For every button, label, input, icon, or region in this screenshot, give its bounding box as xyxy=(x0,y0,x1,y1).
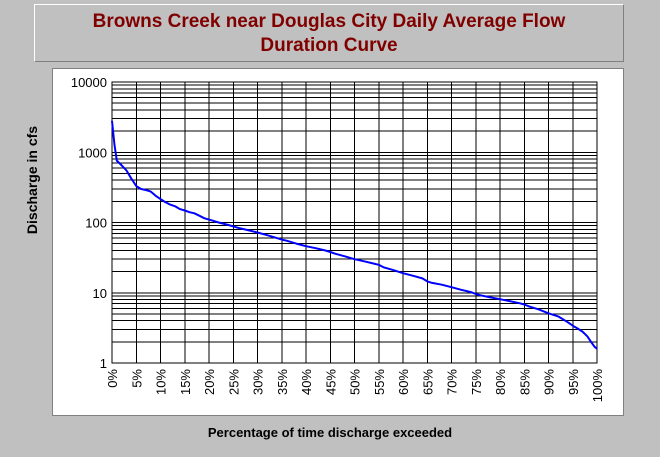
chart-title-box: Browns Creek near Douglas City Daily Ave… xyxy=(34,4,624,62)
y-tick-label: 100 xyxy=(85,216,107,231)
y-tick-label: 10 xyxy=(93,286,107,301)
chart-title-line-1: Browns Creek near Douglas City Daily Ave… xyxy=(92,11,566,32)
plot-border xyxy=(111,81,598,364)
plot-area-frame xyxy=(52,68,624,416)
x-tick-label: 50% xyxy=(348,369,363,395)
flow-duration-line xyxy=(111,120,598,350)
x-axis-label: Percentage of time discharge exceeded xyxy=(207,425,453,440)
x-tick-label: 35% xyxy=(275,369,290,395)
x-tick-label: 60% xyxy=(396,369,411,395)
x-tick-label: 15% xyxy=(178,369,193,395)
x-tick-label: 0% xyxy=(105,369,120,388)
x-tick-label: 75% xyxy=(469,369,484,395)
x-tick-label: 95% xyxy=(566,369,581,395)
x-tick-label: 70% xyxy=(445,369,460,395)
y-tick-label: 1 xyxy=(100,356,107,371)
x-tick-label: 80% xyxy=(493,369,508,395)
x-tick-label: 100% xyxy=(590,369,605,403)
x-tick-label: 45% xyxy=(323,369,338,395)
x-tick-label: 5% xyxy=(129,369,144,388)
x-tick-label: 25% xyxy=(226,369,241,395)
y-tick-label: 1000 xyxy=(78,145,107,160)
x-tick-label: 10% xyxy=(154,369,169,395)
chart-title-line-2: Duration Curve xyxy=(260,35,398,56)
x-tick-label: 55% xyxy=(372,369,387,395)
x-tick-label: 90% xyxy=(542,369,557,395)
x-tick-label: 85% xyxy=(517,369,532,395)
x-tick-label: 20% xyxy=(202,369,217,395)
x-tick-label: 40% xyxy=(299,369,314,395)
x-tick-label: 30% xyxy=(251,369,266,395)
y-tick-label: 10000 xyxy=(71,75,107,90)
x-tick-label: 65% xyxy=(420,369,435,395)
